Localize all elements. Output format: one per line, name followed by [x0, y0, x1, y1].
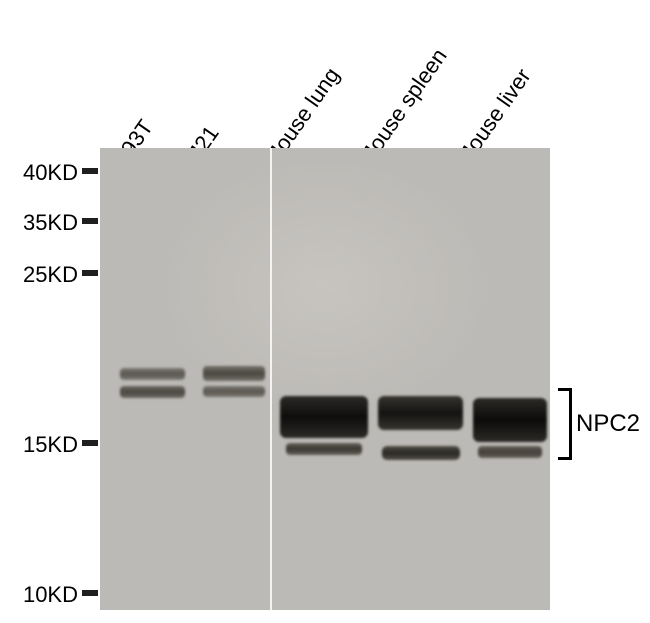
band-lane0-0: [120, 368, 185, 380]
protein-bracket: [558, 388, 572, 460]
band-lane1-3: [203, 386, 265, 397]
mw-tick-25kd: [82, 270, 98, 276]
mw-tick-40kd: [82, 168, 98, 174]
band-lane0-1: [120, 386, 185, 398]
mw-label-40kd: 40KD: [0, 160, 78, 186]
mw-tick-15kd: [82, 440, 98, 446]
mw-tick-35kd: [82, 218, 98, 224]
band-lane3-7: [382, 446, 460, 460]
band-lane4-8: [473, 398, 547, 442]
mw-label-10kd: 10KD: [0, 582, 78, 608]
lane-divider: [270, 148, 272, 610]
mw-label-15kd: 15KD: [0, 432, 78, 458]
band-lane1-2: [203, 366, 265, 381]
protein-label: NPC2: [576, 410, 640, 438]
band-lane4-9: [478, 446, 542, 458]
blot-membrane: [100, 148, 550, 610]
band-lane3-6: [378, 396, 463, 430]
band-lane2-5: [286, 443, 362, 455]
mw-label-25kd: 25KD: [0, 262, 78, 288]
mw-tick-10kd: [82, 590, 98, 596]
mw-label-35kd: 35KD: [0, 210, 78, 236]
band-lane2-4: [280, 396, 368, 438]
